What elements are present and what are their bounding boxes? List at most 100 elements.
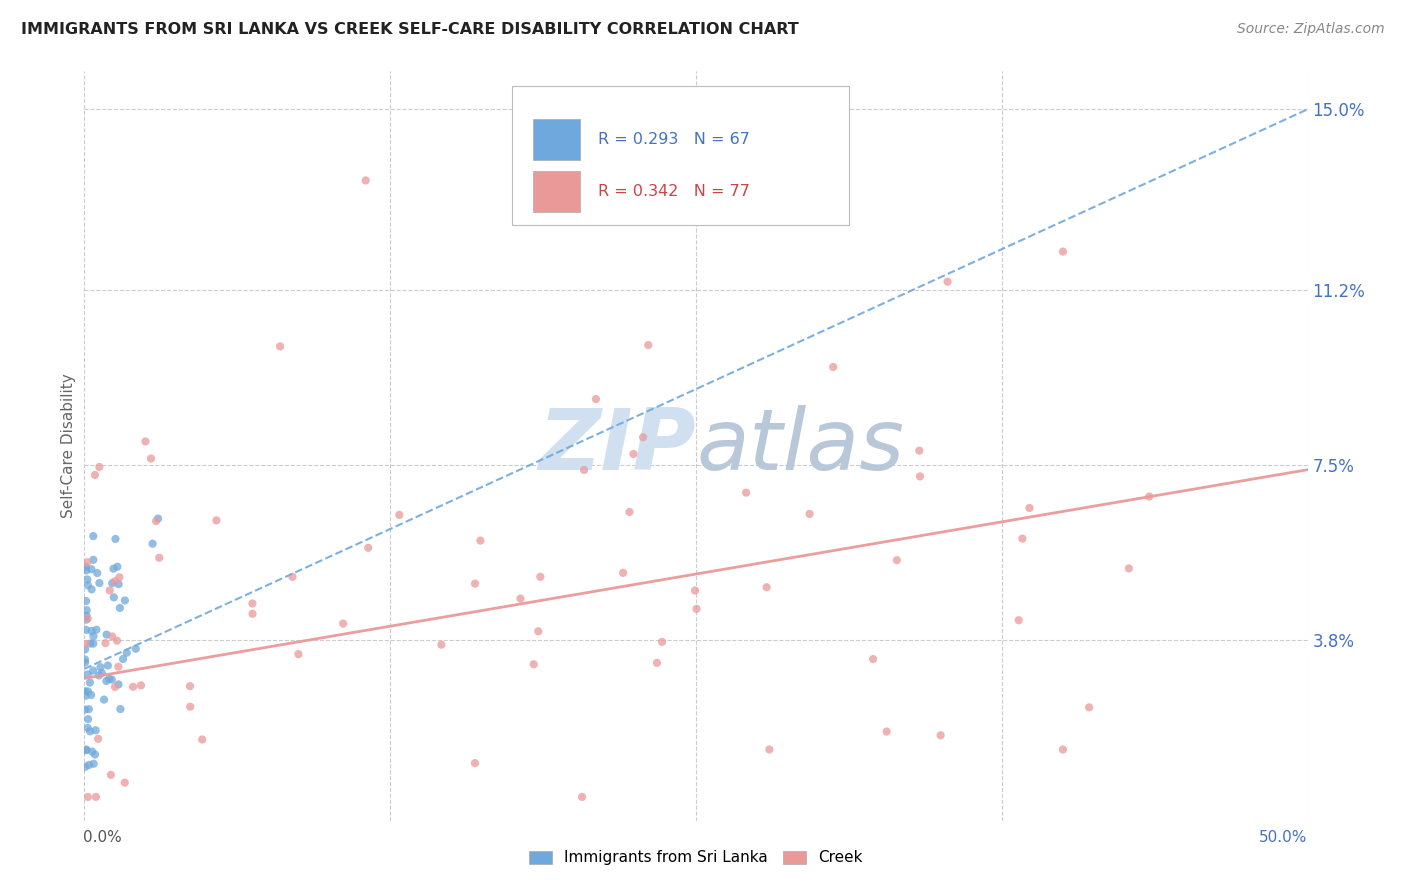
Point bbox=[82, 553, 104, 567]
Point bbox=[523, 657, 546, 672]
Point bbox=[332, 616, 354, 631]
Point bbox=[103, 591, 125, 605]
Point bbox=[191, 732, 214, 747]
Point bbox=[100, 768, 122, 782]
Point bbox=[75, 559, 97, 574]
Point bbox=[929, 728, 952, 742]
Point bbox=[80, 582, 103, 597]
Point bbox=[755, 580, 778, 594]
Legend: Immigrants from Sri Lanka, Creek: Immigrants from Sri Lanka, Creek bbox=[529, 850, 863, 865]
Point bbox=[76, 611, 98, 625]
Point bbox=[357, 541, 380, 555]
Point bbox=[76, 555, 98, 569]
Point bbox=[75, 613, 97, 627]
Point bbox=[104, 532, 127, 546]
Point bbox=[79, 675, 101, 690]
Point bbox=[77, 578, 100, 592]
Text: R = 0.293   N = 67: R = 0.293 N = 67 bbox=[598, 132, 749, 147]
Point bbox=[79, 724, 101, 739]
Point bbox=[107, 577, 129, 591]
Point bbox=[75, 563, 97, 577]
Point bbox=[104, 680, 127, 694]
Point bbox=[76, 667, 98, 681]
Point bbox=[122, 680, 145, 694]
Point bbox=[75, 656, 97, 670]
Point bbox=[862, 652, 884, 666]
Point bbox=[1018, 500, 1040, 515]
Point bbox=[1011, 532, 1033, 546]
Point bbox=[430, 638, 453, 652]
Point bbox=[179, 679, 201, 693]
FancyBboxPatch shape bbox=[533, 171, 579, 212]
Point bbox=[75, 742, 97, 756]
Point bbox=[87, 668, 110, 682]
Point bbox=[139, 451, 162, 466]
Point bbox=[98, 583, 121, 598]
Point bbox=[908, 469, 931, 483]
Point bbox=[75, 689, 97, 703]
Point bbox=[90, 660, 112, 674]
Point bbox=[75, 684, 97, 698]
Point bbox=[76, 721, 98, 735]
Point bbox=[908, 443, 931, 458]
Point bbox=[76, 608, 98, 623]
Point bbox=[105, 559, 128, 574]
Point bbox=[93, 692, 115, 706]
Point bbox=[112, 652, 135, 666]
Point bbox=[1078, 700, 1101, 714]
Point bbox=[388, 508, 411, 522]
Point bbox=[1052, 244, 1074, 259]
Point bbox=[651, 635, 673, 649]
Point bbox=[75, 637, 97, 651]
Point bbox=[84, 723, 107, 738]
Point bbox=[104, 574, 127, 589]
Point bbox=[75, 623, 97, 637]
Point bbox=[82, 529, 104, 543]
Point bbox=[86, 623, 108, 637]
Point bbox=[108, 570, 131, 584]
Point bbox=[269, 339, 291, 353]
Point bbox=[585, 392, 607, 406]
Point bbox=[75, 760, 97, 774]
Point bbox=[84, 747, 107, 762]
Point bbox=[94, 636, 117, 650]
Point bbox=[281, 570, 304, 584]
Point bbox=[619, 505, 641, 519]
Point bbox=[84, 467, 107, 482]
Point bbox=[101, 576, 124, 591]
Point bbox=[79, 636, 101, 650]
Point bbox=[685, 602, 707, 616]
Point bbox=[735, 485, 758, 500]
Point bbox=[354, 173, 377, 187]
Point bbox=[82, 664, 104, 678]
Point bbox=[1118, 561, 1140, 575]
Point bbox=[101, 673, 124, 687]
Point bbox=[90, 665, 112, 680]
Point bbox=[683, 583, 706, 598]
Point bbox=[101, 629, 124, 643]
Text: 50.0%: 50.0% bbox=[1260, 830, 1308, 845]
Point bbox=[799, 507, 821, 521]
Point bbox=[571, 789, 593, 804]
Point bbox=[1052, 742, 1074, 756]
Point bbox=[75, 594, 97, 608]
Point bbox=[105, 633, 128, 648]
Point bbox=[758, 742, 780, 756]
Point bbox=[80, 688, 103, 702]
Point bbox=[82, 745, 104, 759]
Point bbox=[108, 601, 131, 615]
Point bbox=[76, 603, 98, 617]
Point bbox=[96, 627, 118, 641]
Point bbox=[125, 641, 148, 656]
Point bbox=[242, 597, 264, 611]
Point bbox=[876, 724, 898, 739]
Point bbox=[637, 338, 659, 352]
Point bbox=[103, 562, 125, 576]
Point bbox=[1137, 490, 1160, 504]
FancyBboxPatch shape bbox=[513, 87, 849, 225]
Point bbox=[134, 434, 156, 449]
Point bbox=[110, 702, 132, 716]
Point bbox=[146, 511, 169, 525]
Point bbox=[115, 646, 138, 660]
Point bbox=[470, 533, 492, 548]
